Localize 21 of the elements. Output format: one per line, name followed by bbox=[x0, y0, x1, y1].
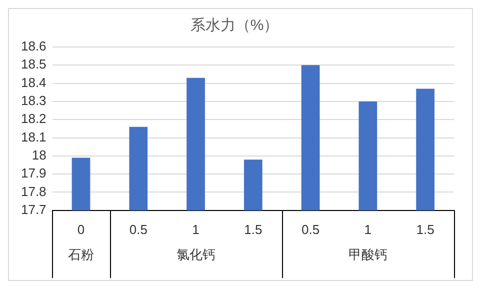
y-tick-label: 18 bbox=[32, 148, 46, 163]
x-tick-label: 0 bbox=[77, 222, 85, 237]
y-tick-label: 18.3 bbox=[20, 93, 46, 108]
chart-title: 系水力（%） bbox=[190, 17, 279, 34]
y-tick-label: 17.8 bbox=[20, 184, 46, 199]
y-tick-label: 18.1 bbox=[20, 129, 46, 144]
x-tick-label: 1.5 bbox=[244, 222, 262, 237]
y-tick-label: 18.6 bbox=[20, 38, 46, 54]
y-tick-label: 18.5 bbox=[20, 56, 46, 72]
x-tick-label: 1.5 bbox=[416, 222, 434, 237]
text: 氯化钙 bbox=[176, 246, 216, 262]
x-tick-label: 1 bbox=[192, 222, 200, 237]
text: 甲酸钙 bbox=[348, 246, 388, 262]
y-tick-label: 18.4 bbox=[20, 74, 46, 90]
text: 石粉 bbox=[68, 246, 94, 262]
y-tick-label: 18.2 bbox=[20, 111, 46, 126]
x-tick-label: 1 bbox=[364, 222, 372, 237]
x-tick-label: 0.5 bbox=[301, 222, 320, 237]
y-tick-label: 17.7 bbox=[20, 202, 46, 217]
x-tick-label: 0.5 bbox=[129, 222, 148, 237]
y-tick-label: 17.9 bbox=[20, 166, 46, 181]
